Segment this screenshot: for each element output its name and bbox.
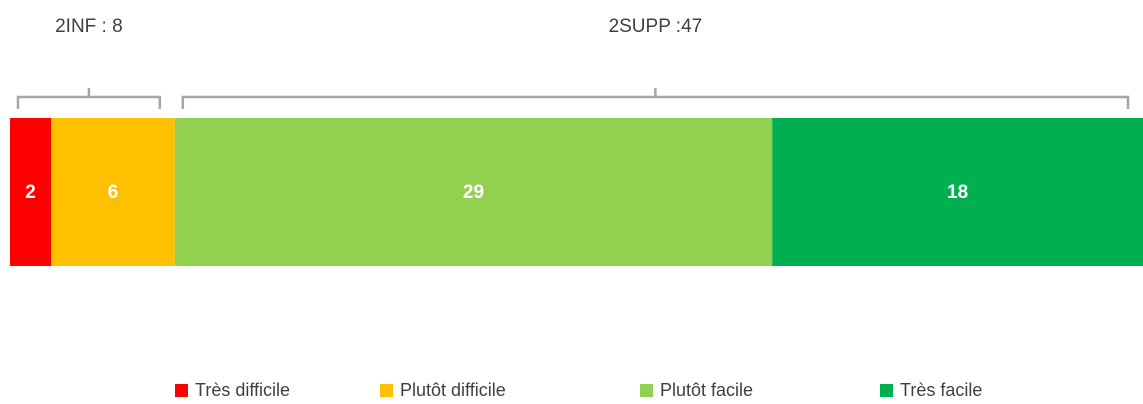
value-label: 29: [463, 182, 484, 203]
bar-segment: [10, 118, 52, 266]
bar-segment: [174, 118, 773, 266]
value-label: 18: [947, 182, 968, 203]
legend-label: Très difficile: [195, 380, 290, 400]
bracket: [16, 88, 162, 109]
legend-label: Plutôt difficile: [400, 380, 506, 400]
legend-swatch: [175, 384, 188, 397]
legend-swatch: [880, 384, 893, 397]
bracket: [181, 88, 1130, 109]
legend-label: Plutôt facile: [660, 380, 753, 400]
legend-swatch: [640, 384, 653, 397]
annotation: 2INF : 8: [55, 16, 123, 37]
value-label: 2: [25, 182, 36, 203]
value-label: 6: [108, 182, 119, 203]
annotation: 2SUPP :47: [609, 16, 703, 37]
legend-swatch: [380, 384, 393, 397]
bar-segment: [51, 118, 175, 266]
bar-segment: [772, 118, 1143, 266]
legend-label: Très facile: [900, 380, 982, 400]
